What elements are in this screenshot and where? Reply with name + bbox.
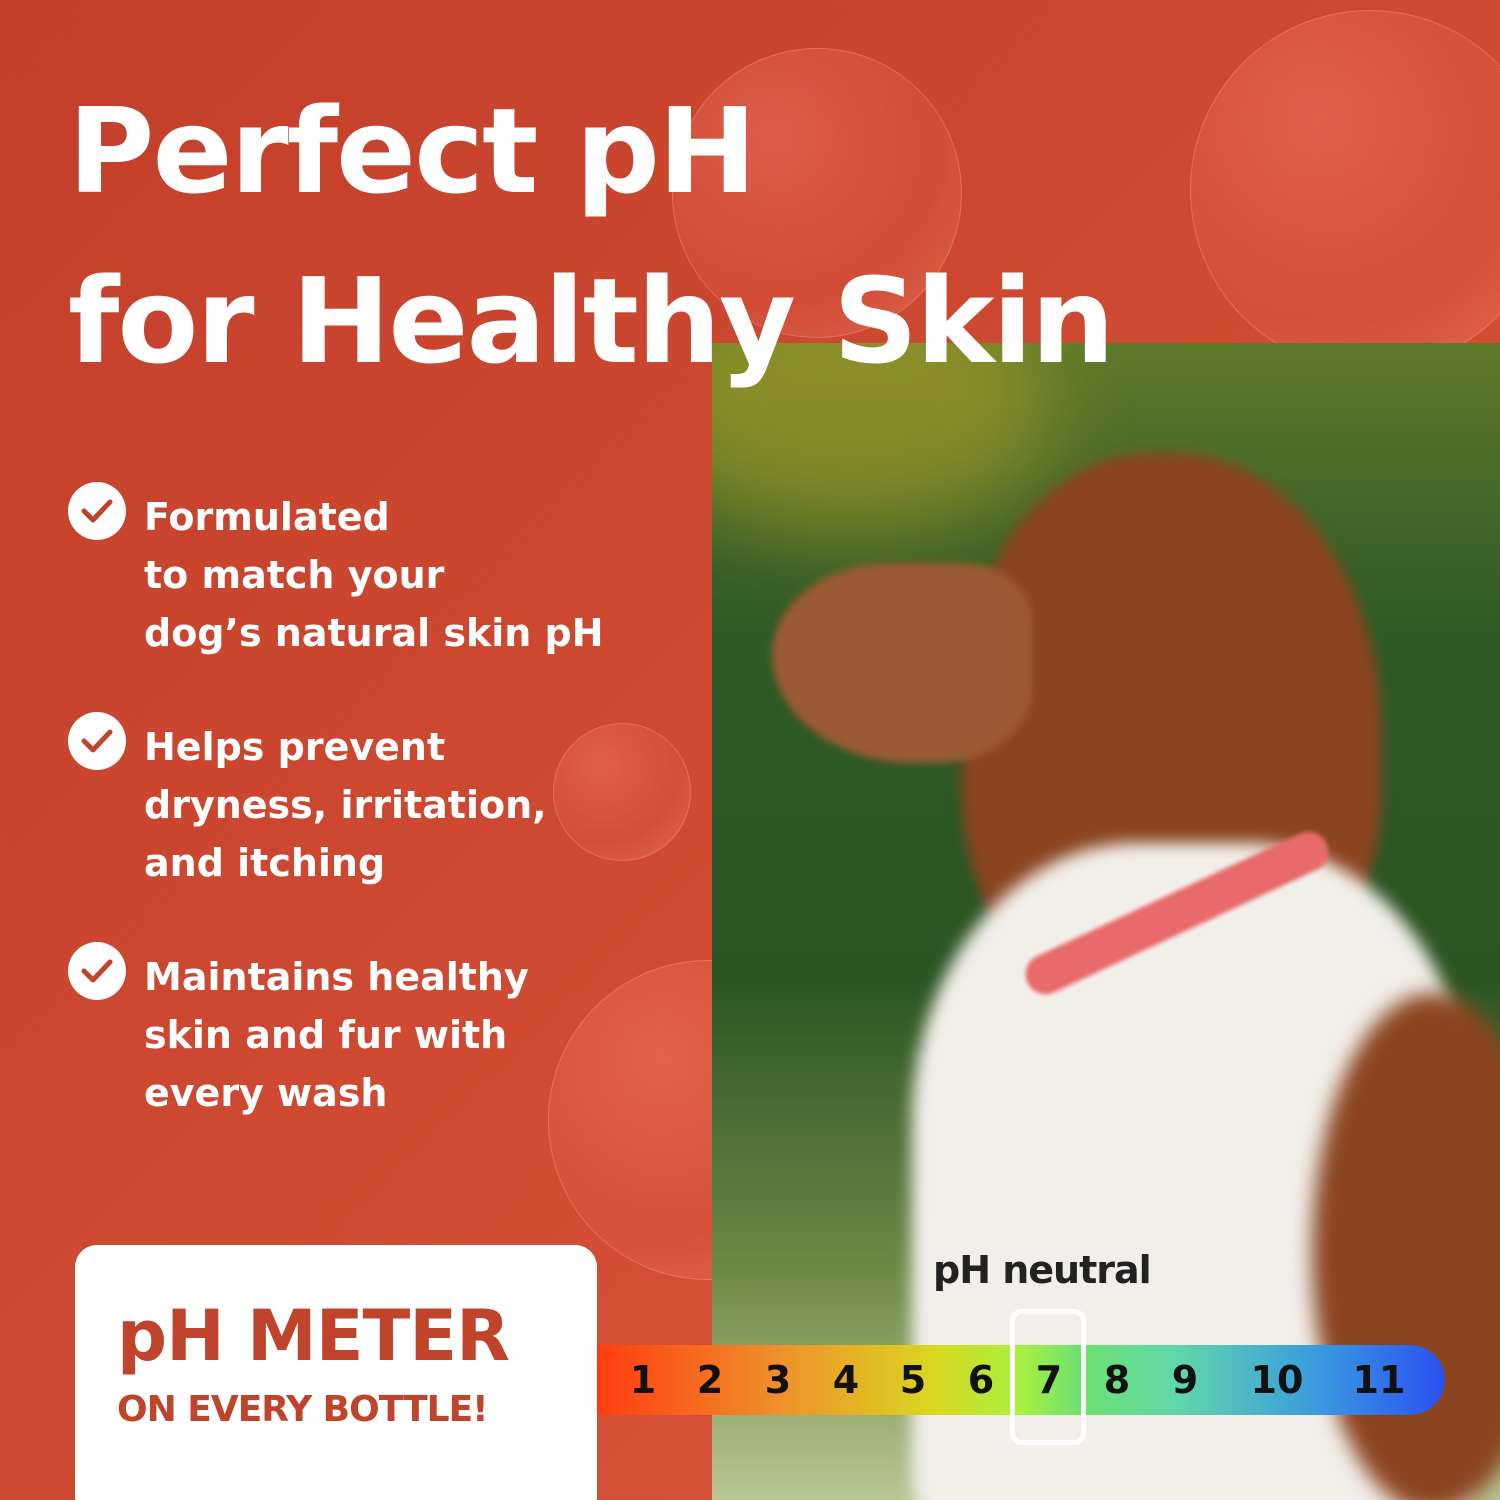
check-circle-icon [68, 482, 126, 540]
ph-value: 8 [1103, 1358, 1131, 1402]
benefit-text: Formulated [144, 495, 390, 539]
badge-subtitle: ON EVERY BOTTLE! [117, 1389, 489, 1430]
ph-value: 4 [832, 1358, 860, 1402]
benefit-text: dog’s natural skin pH [144, 611, 604, 655]
badge-title: pH METER [117, 1295, 510, 1377]
benefit-item: Helps prevent dryness, irritation, and itc… [68, 712, 614, 892]
benefit-text: Helps prevent [144, 725, 446, 769]
bubble-decoration [1190, 10, 1500, 370]
ph-value: 1 [629, 1358, 657, 1402]
benefit-text: to match your [144, 553, 445, 597]
ph-value: 11 [1352, 1358, 1406, 1402]
headline-line2: for Healthy Skin [68, 252, 1115, 390]
ph-value: 9 [1171, 1358, 1199, 1402]
benefit-text: skin and fur with [144, 1013, 508, 1057]
headline-line1: Perfect pH [68, 82, 757, 220]
ph-value: 6 [967, 1358, 995, 1402]
ph-value: 7 [1035, 1358, 1063, 1402]
check-circle-icon [68, 942, 126, 1000]
ph-value: 2 [696, 1358, 724, 1402]
benefit-text: and itching [144, 841, 386, 885]
ph-value: 3 [764, 1358, 792, 1402]
ph-neutral-highlight [1010, 1309, 1086, 1445]
bubble-decoration [672, 48, 962, 338]
benefit-text: dryness, irritation, [144, 783, 547, 827]
benefit-text: every wash [144, 1071, 388, 1115]
benefit-item: Maintains healthy skin and fur with every … [68, 942, 614, 1122]
ph-value: 5 [899, 1358, 927, 1402]
ph-scale-bar: 1 2 3 4 5 6 7 8 9 10 11 [597, 1345, 1445, 1415]
bubble-decoration [553, 723, 691, 861]
benefit-item: Formulated to match your dog’s natural ski… [68, 482, 614, 662]
benefit-text: Maintains healthy [144, 955, 529, 999]
ph-value: 10 [1250, 1358, 1304, 1402]
ph-meter-badge: pH METER ON EVERY BOTTLE! [75, 1245, 597, 1500]
dog-photo [712, 343, 1500, 1500]
check-circle-icon [68, 712, 126, 770]
ph-neutral-label: pH neutral [933, 1248, 1152, 1292]
